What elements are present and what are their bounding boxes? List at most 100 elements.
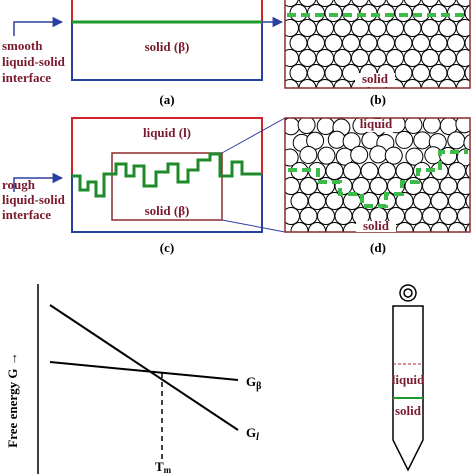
atom xyxy=(430,192,449,210)
atom xyxy=(413,192,431,210)
atom xyxy=(343,162,361,180)
zoom-box xyxy=(111,152,223,221)
side-label: smooth xyxy=(2,38,43,53)
atom xyxy=(403,79,422,88)
atom xyxy=(404,207,423,225)
atom xyxy=(369,177,388,195)
atom xyxy=(316,118,335,136)
subscript: β xyxy=(256,381,261,392)
atom xyxy=(438,49,457,67)
atom xyxy=(377,34,395,52)
caption: (b) xyxy=(370,92,386,107)
curve-label: Gl xyxy=(246,425,259,443)
liquid-region xyxy=(71,0,263,23)
atom xyxy=(439,207,458,225)
symbol: G xyxy=(246,374,256,389)
atom xyxy=(342,34,360,52)
side-label: interface xyxy=(2,70,51,85)
subscript: m xyxy=(164,465,172,474)
atom xyxy=(429,64,448,82)
region-label: liquid (l) xyxy=(143,125,191,140)
atom xyxy=(342,132,361,151)
atom xyxy=(299,145,318,164)
panel-frame xyxy=(284,0,471,89)
symbol: T xyxy=(155,459,164,474)
region-label: solid (β) xyxy=(145,39,190,54)
atom xyxy=(317,207,335,225)
atom xyxy=(325,162,344,180)
atom xyxy=(447,34,465,52)
atom xyxy=(289,34,308,52)
ring xyxy=(399,284,417,302)
atom xyxy=(352,177,370,195)
atom xyxy=(421,49,439,67)
atom xyxy=(439,177,458,195)
atom xyxy=(438,79,457,88)
atom xyxy=(308,192,326,210)
atom xyxy=(438,0,457,7)
atom xyxy=(465,193,470,209)
atom xyxy=(308,222,326,232)
atom xyxy=(290,192,309,210)
axis-label: Free energy G → xyxy=(5,352,20,447)
atom xyxy=(285,19,299,37)
atom xyxy=(289,64,308,82)
atom xyxy=(421,79,439,88)
panel-d: liquid solid (d) xyxy=(284,116,471,255)
atom xyxy=(368,19,387,37)
atom xyxy=(456,79,470,88)
atom xyxy=(316,19,334,37)
label-bg xyxy=(356,221,396,232)
caption: (a) xyxy=(159,92,174,107)
atom xyxy=(412,34,430,52)
atom xyxy=(333,19,352,37)
atom xyxy=(464,34,470,52)
atom xyxy=(456,0,470,7)
interface-line xyxy=(288,150,468,208)
energy-plot: Free energy G → Gβ Gl Tm xyxy=(5,284,261,474)
atom xyxy=(285,79,299,88)
tm-label: Tm xyxy=(155,459,172,474)
atom xyxy=(360,162,379,180)
zoom-line xyxy=(221,117,286,154)
side-label: interface xyxy=(2,207,51,222)
atom xyxy=(333,49,352,67)
atom xyxy=(447,64,465,82)
atom xyxy=(448,192,466,210)
atom xyxy=(298,79,317,88)
atom xyxy=(412,64,430,82)
atom xyxy=(447,131,466,150)
atom xyxy=(333,0,352,7)
caption: (d) xyxy=(370,240,386,255)
label-bg xyxy=(356,119,396,132)
atom xyxy=(384,146,403,165)
atom xyxy=(317,146,336,165)
ring xyxy=(403,288,413,298)
atom xyxy=(324,64,343,82)
atom xyxy=(298,19,317,37)
atom xyxy=(429,34,448,52)
region-label: solid xyxy=(363,218,390,233)
atom xyxy=(464,64,470,82)
side-label: liquid-solid xyxy=(2,54,66,69)
atom xyxy=(448,222,466,232)
atom xyxy=(395,162,414,180)
atom xyxy=(395,130,414,149)
side-label: rough xyxy=(2,177,36,192)
atom xyxy=(325,222,344,232)
atom xyxy=(333,79,352,88)
atom xyxy=(378,162,396,180)
zoom-line xyxy=(221,219,286,233)
atom xyxy=(285,49,299,67)
atom xyxy=(457,207,470,225)
atom xyxy=(369,145,388,164)
atom xyxy=(422,177,440,195)
region-label: solid xyxy=(395,403,422,418)
atom xyxy=(463,134,470,152)
side-label: liquid-solid xyxy=(2,192,66,207)
interface-line xyxy=(72,152,262,198)
atom xyxy=(465,163,470,179)
divider-mask xyxy=(73,174,261,177)
atom xyxy=(299,207,318,225)
